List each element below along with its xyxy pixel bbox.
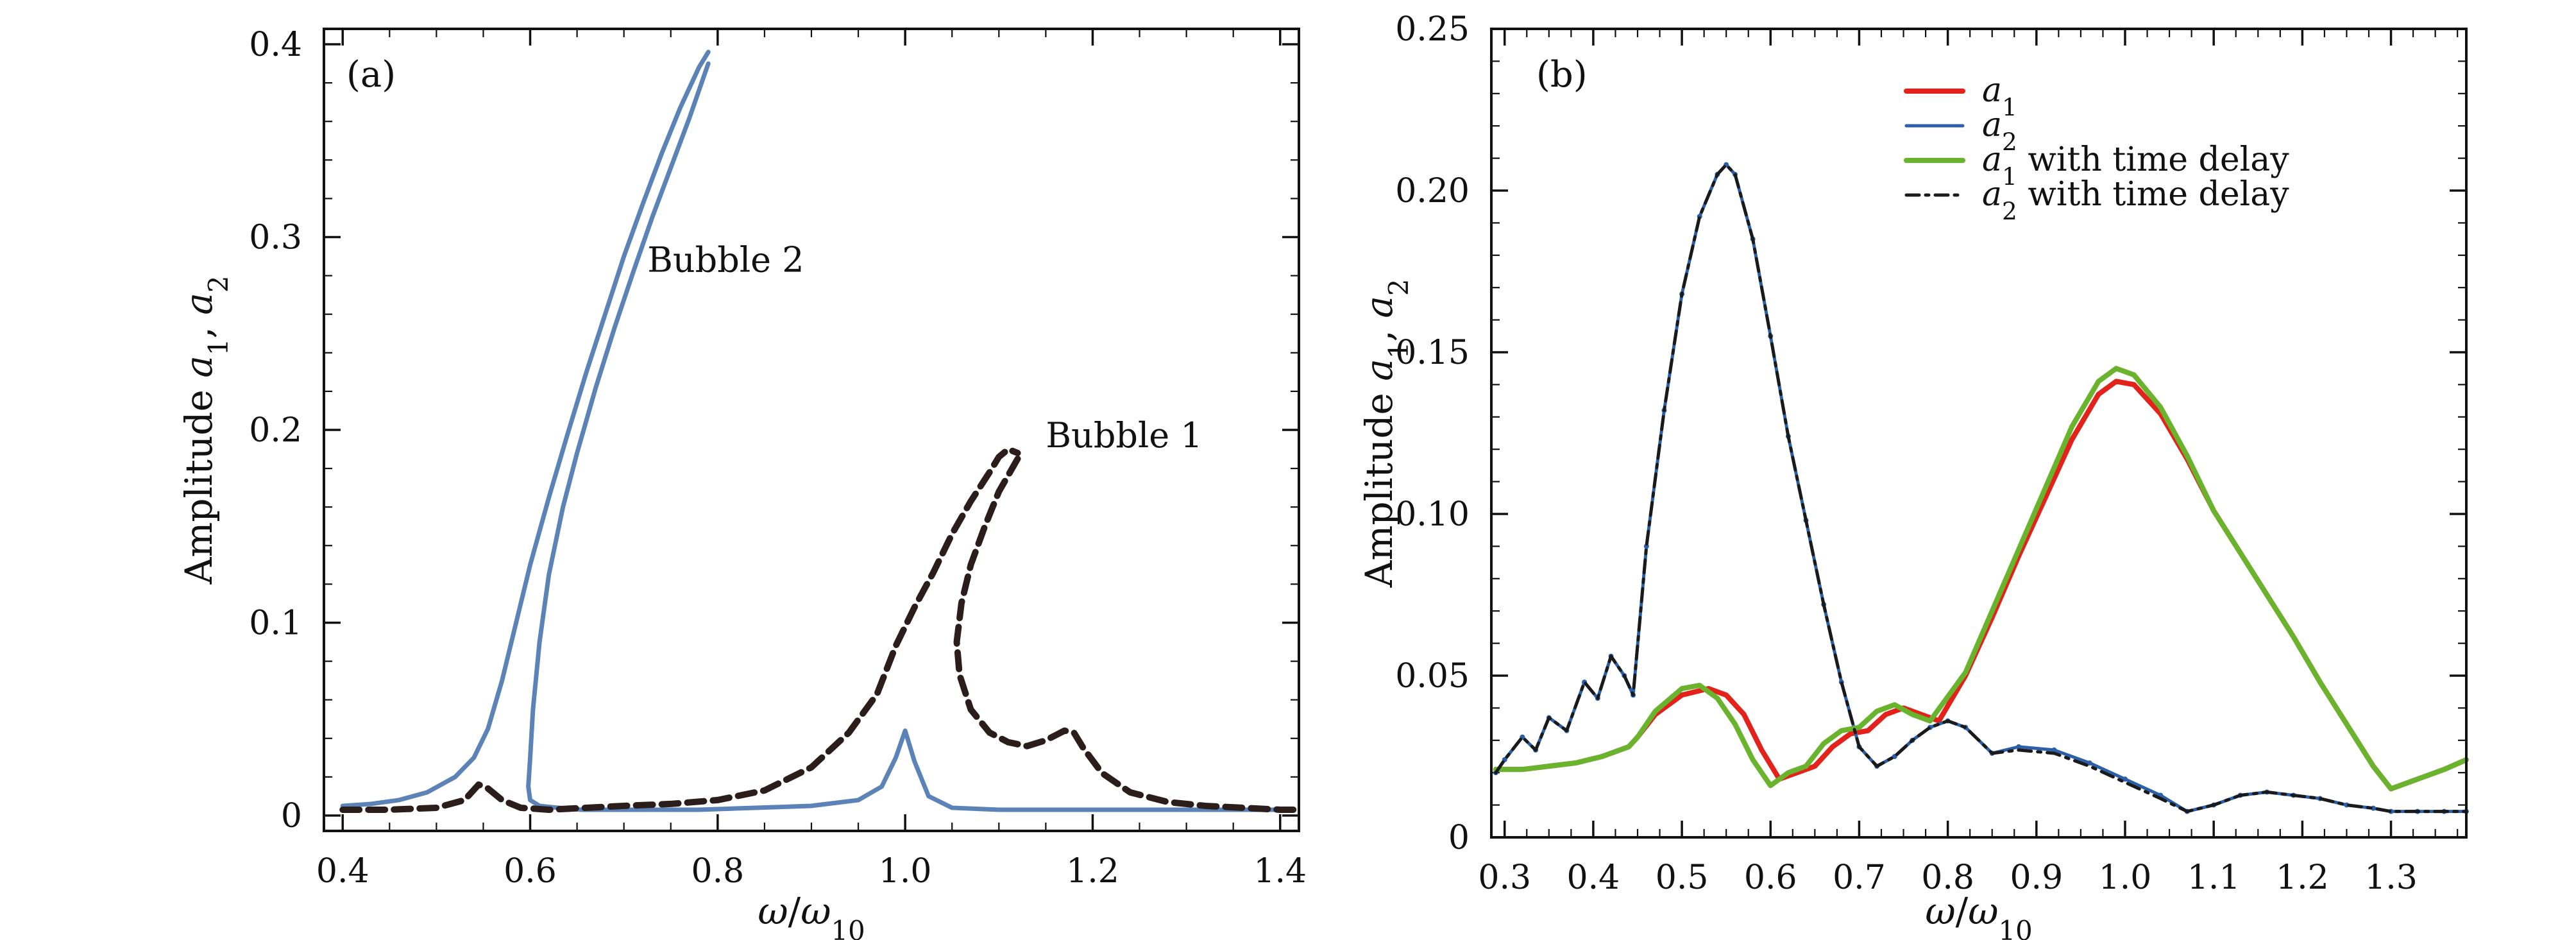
panel-a-series xyxy=(339,49,1302,813)
b-y-tick-label-1: 0.05 xyxy=(1395,657,1470,696)
a-series-line-2 xyxy=(339,446,1021,813)
b-x-tick-label-4: 0.7 xyxy=(1833,859,1886,897)
a-series-line-3 xyxy=(953,456,1302,813)
legend-label-a1: a1 xyxy=(1982,71,2017,121)
panel-a-y-axis-label: Amplitude a1, a2 xyxy=(177,276,234,585)
b-y-tick-label-0: 0 xyxy=(1448,819,1470,857)
b-series-point-1 xyxy=(2123,776,2128,782)
b-series-line-1 xyxy=(1494,163,2468,814)
b-x-tick-label-7: 1.0 xyxy=(2099,859,2152,897)
b-series-point-1 xyxy=(2051,747,2057,753)
b-y-tick-label-5: 0.25 xyxy=(1395,10,1470,49)
a-y-tick-label-0: 0 xyxy=(281,797,302,835)
a-x-tick-label-4: 1.2 xyxy=(1066,852,1119,891)
b-y-tick-label-3: 0.15 xyxy=(1395,334,1470,372)
a-x-tick-label-1: 0.6 xyxy=(504,852,557,891)
b-y-tick-label-4: 0.20 xyxy=(1395,172,1470,210)
legend-label-a2: a2 xyxy=(1982,106,2017,156)
panel-b-chart: 0.3 0.4 0.5 0.6 0.7 0.8 0.9 1.0 1.1 1.2 1.3 0 0.05 0.… xyxy=(1357,10,2469,940)
b-x-tick-label-8: 1.1 xyxy=(2187,859,2241,897)
panel-b-y-axis-label: Amplitude a1, a2 xyxy=(1357,279,1414,588)
panel-b-series xyxy=(1493,162,2469,814)
a-y-tick-label-1: 0.1 xyxy=(249,604,302,642)
b-x-tick-label-0: 0.3 xyxy=(1478,859,1531,897)
a-x-tick-label-5: 1.4 xyxy=(1253,852,1307,891)
b-x-tick-label-10: 1.3 xyxy=(2364,859,2418,897)
b-series-line-2 xyxy=(1493,366,2469,792)
a-y-tick-label-4: 0.4 xyxy=(249,26,302,64)
b-series-point-1 xyxy=(2087,760,2092,766)
a-x-tick-label-0: 0.4 xyxy=(316,852,369,891)
panel-b-plot-frame xyxy=(1490,28,2468,839)
annotation-bubble-2: Bubble 2 xyxy=(647,240,804,280)
b-x-tick-label-6: 0.9 xyxy=(2010,859,2063,897)
panel-a-x-axis-label: ω/ω10 xyxy=(758,889,865,940)
a-y-tick-label-3: 0.3 xyxy=(249,219,302,257)
annotation-bubble-1: Bubble 1 xyxy=(1046,415,1202,456)
panel-a-label: (a) xyxy=(346,54,396,96)
panel-a-chart: 0.4 0.6 0.8 1.0 1.2 1.4 0 0.1 0.2 0.3 0.4 (a) Bubb… xyxy=(177,26,1307,940)
b-x-tick-label-1: 0.4 xyxy=(1567,859,1620,897)
panel-a-ticks: 0.4 0.6 0.8 1.0 1.2 1.4 0 0.1 0.2 0.3 0.4 xyxy=(249,26,1307,891)
legend-label-a2-delay: a2 with time delay xyxy=(1982,175,2289,225)
b-series-point-1 xyxy=(2016,744,2022,749)
panel-b-ticks: 0.3 0.4 0.5 0.6 0.7 0.8 0.9 1.0 1.1 1.2 1.3 0 0.05 0.… xyxy=(1395,10,2466,897)
b-series-line-3 xyxy=(1494,163,2468,814)
a-series-line-0 xyxy=(340,49,711,808)
b-x-tick-label-2: 0.5 xyxy=(1656,859,1709,897)
a-x-tick-label-2: 0.8 xyxy=(691,852,744,891)
panel-a-plot-frame xyxy=(323,28,1300,832)
a-x-tick-label-3: 1.0 xyxy=(879,852,932,891)
panel-b-x-axis-label: ω/ω10 xyxy=(1925,889,2032,940)
a-y-tick-label-2: 0.2 xyxy=(249,411,302,450)
panel-b-legend: a1 a2 a1 with time delay a2 with time de… xyxy=(1904,71,2289,225)
panel-b-label: (b) xyxy=(1536,54,1588,96)
legend-label-a1-delay: a1 with time delay xyxy=(1982,141,2289,191)
b-x-tick-label-9: 1.2 xyxy=(2276,859,2329,897)
b-x-tick-label-5: 0.8 xyxy=(1921,859,1974,897)
b-x-tick-label-3: 0.6 xyxy=(1744,859,1797,897)
b-y-tick-label-2: 0.10 xyxy=(1395,495,1470,534)
